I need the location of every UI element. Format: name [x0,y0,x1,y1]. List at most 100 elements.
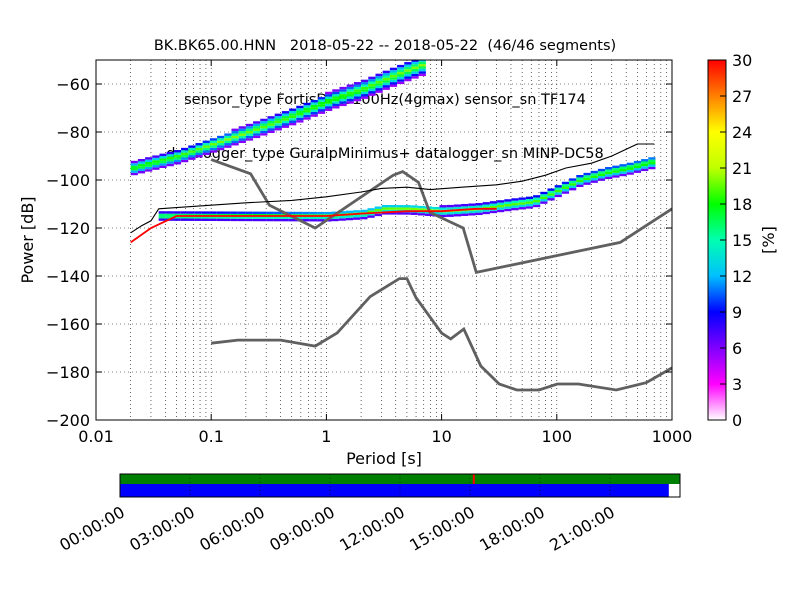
density-cell [468,213,476,216]
density-cell [497,200,505,203]
timeline-tick-label: 18:00:00 [476,502,548,554]
density-cell [224,133,232,136]
density-cell [274,128,282,131]
density-cell [130,165,138,168]
density-cell [525,201,534,204]
density-cell [238,131,246,134]
density-cell [274,125,282,129]
density-cell [273,216,282,219]
density-cell [259,211,267,215]
density-cell [289,115,297,119]
density-cell [404,62,412,65]
density-cell [237,216,246,219]
density-cell [525,203,534,207]
density-cell [274,120,282,124]
density-cell [201,218,210,221]
density-cell [569,185,577,188]
density-cell [482,209,490,212]
density-cell [561,191,570,194]
density-cell [461,213,469,216]
density-cell [648,162,656,165]
density-cell [626,172,634,175]
density-cell [525,196,534,200]
density-cell [173,162,182,165]
density-cell [475,212,483,216]
density-cell [296,112,304,116]
density-cell [173,150,182,153]
density-cell [245,123,254,127]
density-cell [202,147,210,151]
title-line-1: BK.BK65.00.HNN 2018-05-22 -- 2018-05-22 … [153,38,617,54]
density-cell [281,115,290,119]
density-cell [382,70,390,74]
density-cell [158,211,166,214]
density-cell [353,96,362,99]
density-cell [181,147,189,151]
density-cell [368,79,376,82]
density-cell [245,216,253,219]
density-cell [253,130,261,134]
density-cell [468,203,476,206]
density-cell [504,201,512,205]
density-cell [554,185,562,188]
density-cell [224,145,232,148]
density-cell [533,202,541,205]
density-cell [137,171,146,174]
density-cell [612,168,620,171]
density-cell [166,151,174,155]
density-cell [641,166,649,169]
density-cell [374,206,382,209]
x-tick-label: 100 [542,427,573,446]
density-cell [145,164,153,167]
density-cell [345,210,354,214]
density-cell [368,83,376,87]
density-cell [381,204,390,208]
density-cell [633,168,642,171]
density-cell [230,211,238,214]
density-cell [648,159,656,163]
density-cell [173,211,181,214]
density-cell [375,85,383,89]
density-cell [583,182,591,185]
density-cell [504,204,512,207]
density-cell [325,103,333,107]
density-cell [259,218,267,222]
density-cell [374,208,382,212]
density-cell [209,213,217,217]
density-cell [317,216,325,220]
percentile-top [130,143,655,234]
colorbar-tick-label: 30 [732,51,752,70]
density-cell [281,125,290,128]
density-cell [597,168,606,172]
density-cell [295,211,303,215]
y-tick-label: −160 [46,315,90,334]
density-cell [325,101,333,104]
density-cell [159,163,167,166]
title-line-3: datalogger_type GuralpMinimus+ datalogge… [166,146,604,162]
density-cell [361,84,369,87]
density-cell [137,159,146,162]
density-cell [475,205,483,208]
density-cell [245,128,254,132]
density-cell [633,163,642,166]
density-cell [346,84,354,87]
density-cell [619,166,627,169]
density-cell [217,145,225,148]
density-cell [202,140,210,144]
density-cell [253,135,261,139]
density-cell [260,128,268,131]
density-cell [289,110,297,114]
density-cell [317,219,325,222]
density-cell [195,143,203,146]
density-cell [237,211,246,214]
density-cell [289,108,297,111]
density-cell [331,216,339,219]
density-cell [274,113,282,117]
density-cell [482,204,490,207]
density-cell [540,199,548,202]
density-cell [253,128,261,131]
density-cell [346,96,354,99]
density-cell [303,107,311,111]
density-cell [612,172,620,176]
density-cell [145,159,153,163]
